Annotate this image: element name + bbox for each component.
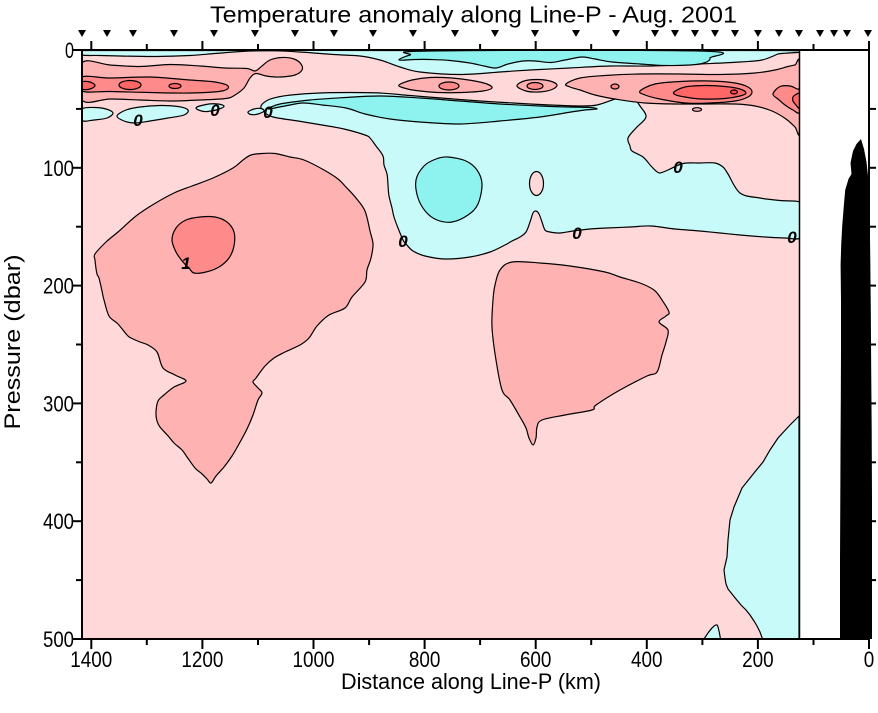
svg-text:1200: 1200 [181, 647, 223, 672]
svg-text:Pressure (dbar): Pressure (dbar) [0, 255, 25, 430]
svg-text:Temperature anomaly along Line: Temperature anomaly along Line-P - Aug. … [210, 2, 737, 28]
svg-text:200: 200 [742, 647, 774, 672]
svg-text:0: 0 [572, 224, 582, 243]
svg-text:400: 400 [43, 509, 74, 534]
svg-text:0: 0 [263, 103, 273, 122]
svg-text:0: 0 [133, 111, 143, 130]
svg-text:800: 800 [409, 647, 441, 672]
svg-text:200: 200 [43, 274, 74, 299]
svg-text:Distance along Line-P (km): Distance along Line-P (km) [341, 669, 601, 694]
svg-text:0: 0 [673, 158, 683, 177]
svg-text:500: 500 [43, 627, 74, 652]
svg-text:1: 1 [181, 254, 190, 273]
svg-text:0: 0 [210, 101, 220, 120]
svg-text:300: 300 [43, 391, 74, 416]
svg-text:1400: 1400 [70, 647, 112, 672]
svg-text:0: 0 [787, 228, 797, 247]
svg-text:1000: 1000 [293, 647, 335, 672]
svg-text:0: 0 [65, 38, 74, 63]
svg-text:400: 400 [631, 647, 663, 672]
svg-text:600: 600 [520, 647, 552, 672]
svg-text:0: 0 [864, 647, 875, 672]
svg-text:0: 0 [398, 232, 408, 251]
svg-text:100: 100 [43, 156, 74, 181]
